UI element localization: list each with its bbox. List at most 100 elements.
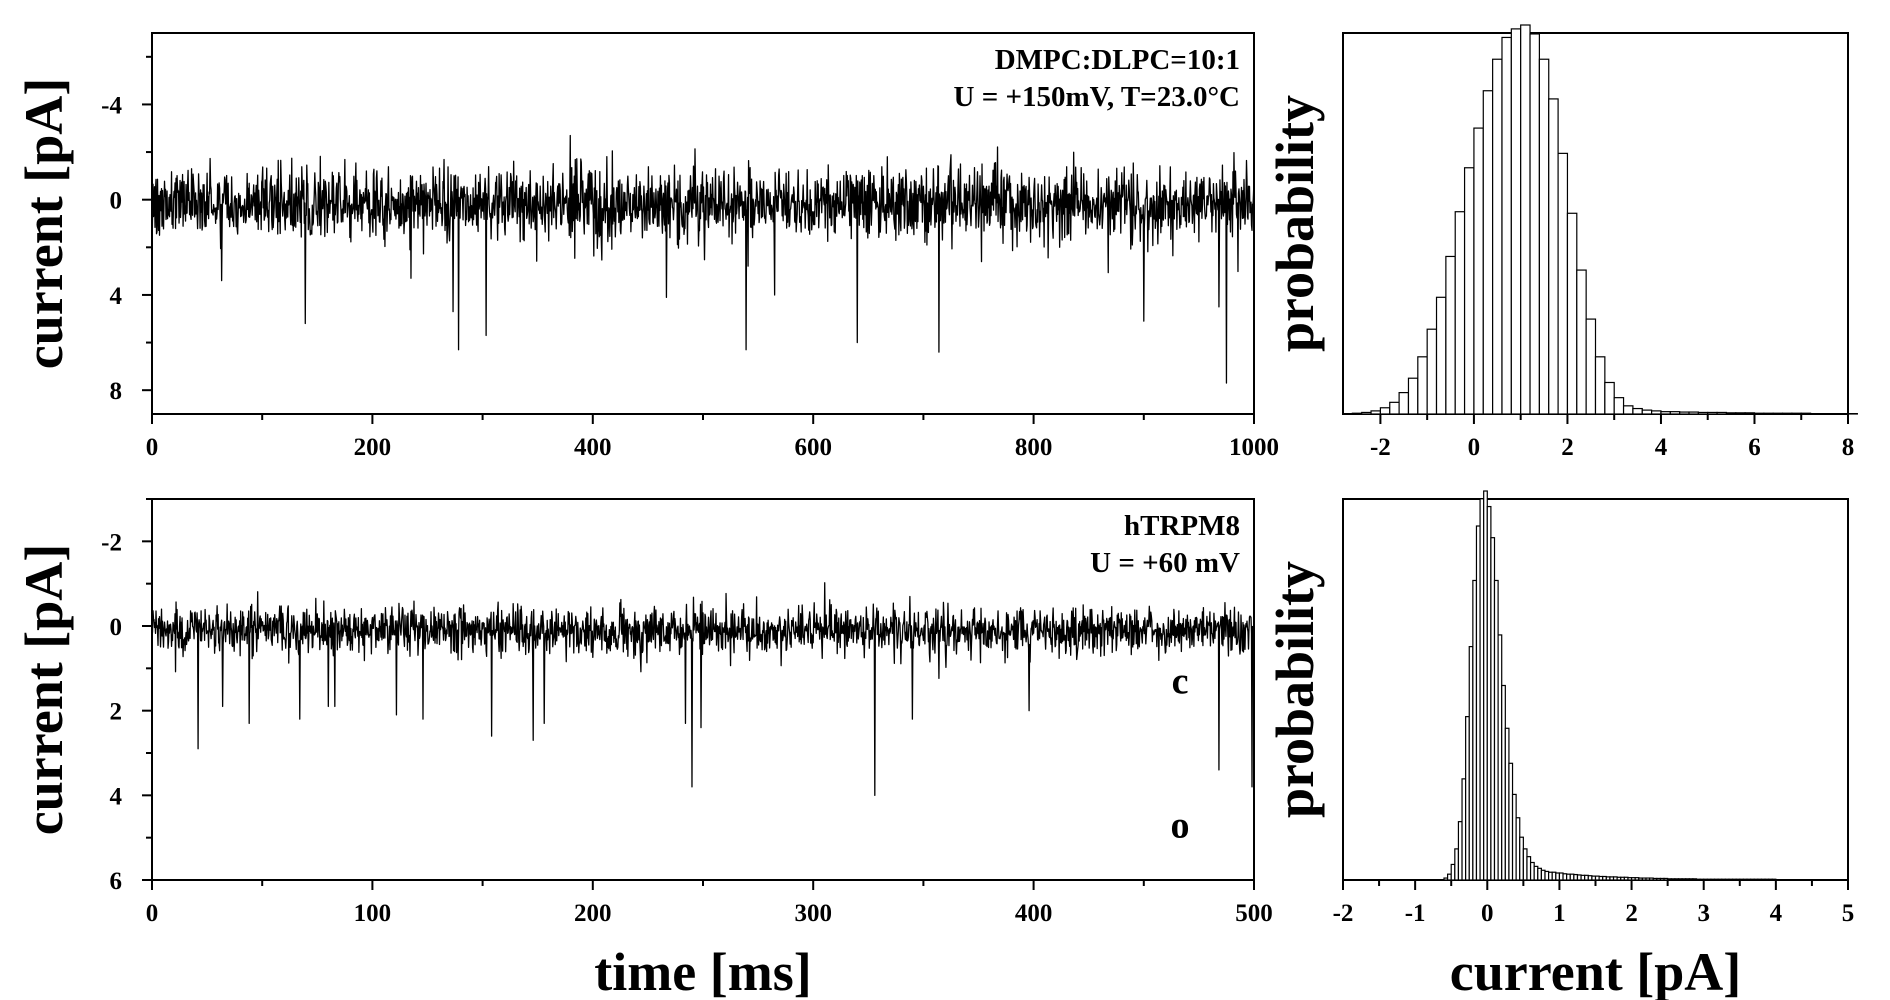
histogram-bar xyxy=(1407,377,1419,415)
histogram-bar xyxy=(1744,412,1756,415)
histogram-bar xyxy=(1538,58,1550,415)
histogram-bar xyxy=(1613,397,1625,415)
x-tick-label: 0 xyxy=(1468,434,1481,461)
x-tick-label: -2 xyxy=(1333,900,1354,927)
x-tick-label: 0 xyxy=(146,434,159,461)
histogram-bar xyxy=(1435,296,1447,415)
histogram-bar xyxy=(1772,412,1784,415)
histogram-bar xyxy=(1763,412,1774,415)
histogram-bar xyxy=(1800,412,1812,415)
x-tick-label: 0 xyxy=(1481,900,1494,927)
y-axis-title: probability xyxy=(1265,95,1325,352)
histogram-bar xyxy=(1697,411,1709,415)
histogram-bar xyxy=(1716,411,1728,415)
x-tick-label: 2 xyxy=(1625,900,1638,927)
histogram-bar xyxy=(1781,412,1793,415)
annotation: DMPC:DLPC=10:1 xyxy=(995,44,1240,76)
x-axis-title: time [ms] xyxy=(594,942,811,1000)
x-tick-label: 0 xyxy=(146,900,159,927)
histogram-bar xyxy=(1707,411,1718,415)
y-axis-title: current [pA] xyxy=(14,544,74,835)
histogram-bar xyxy=(1679,411,1690,415)
x-tick-label: 3 xyxy=(1697,900,1710,927)
x-tick-label: 200 xyxy=(354,434,392,461)
y-tick-label: 0 xyxy=(110,614,123,641)
x-tick-label: 5 xyxy=(1842,900,1855,927)
histogram-bar xyxy=(1454,211,1466,415)
annotation: hTRPM8 xyxy=(1124,510,1240,542)
histogram-bar xyxy=(1370,410,1382,415)
x-tick-label: 100 xyxy=(354,900,392,927)
hist-bottom-frame xyxy=(1342,498,1849,881)
y-tick-label: -4 xyxy=(101,92,122,119)
histogram-bar xyxy=(1622,405,1634,415)
x-axis-title: current [pA] xyxy=(1450,942,1741,1000)
histogram-bar xyxy=(1445,255,1456,415)
trace-bottom-panel: 0 100 200 300 400 500 -2 0 2 4 6 current [pA] time [… xyxy=(14,498,1273,1000)
histogram-bar xyxy=(1576,269,1587,415)
x-tick-label: 4 xyxy=(1655,434,1668,461)
x-tick-label: 600 xyxy=(794,434,832,461)
histogram-bar xyxy=(1510,28,1522,415)
histogram-bar xyxy=(1417,356,1428,415)
state-label-o: o xyxy=(1171,805,1190,847)
x-tick-label: 200 xyxy=(574,900,612,927)
y-tick-label: 6 xyxy=(110,868,123,895)
annotation: U = +150mV, T=23.0°C xyxy=(954,81,1241,113)
histogram-bar xyxy=(1548,98,1559,415)
x-tick-label: 1 xyxy=(1553,900,1566,927)
histogram-bar xyxy=(1529,33,1540,415)
trace-bottom-series-line xyxy=(151,582,1255,796)
x-tick-label: -2 xyxy=(1370,434,1391,461)
y-axis-title: probability xyxy=(1265,561,1325,818)
x-tick-label: 400 xyxy=(574,434,612,461)
histogram-bar xyxy=(1753,412,1765,415)
x-tick-label: 400 xyxy=(1015,900,1053,927)
y-tick-label: 0 xyxy=(110,188,123,215)
x-tick-label: 300 xyxy=(794,900,832,927)
histogram-bar xyxy=(1585,318,1597,415)
y-tick-label: -2 xyxy=(101,529,122,556)
histogram-bar xyxy=(1463,167,1475,415)
histogram-bar xyxy=(1669,411,1681,415)
y-tick-label: 4 xyxy=(110,783,123,810)
state-label-c: c xyxy=(1172,661,1189,703)
histogram-bar xyxy=(1426,328,1438,415)
trace-bottom-frame xyxy=(151,498,1255,881)
histogram-bar xyxy=(1361,411,1372,415)
y-tick-label: 2 xyxy=(110,699,123,726)
trace-top-panel: 0 200 400 600 800 1000 -4 0 4 8 current [pA] DMPC:D… xyxy=(14,32,1279,461)
y-tick-label: 4 xyxy=(110,283,123,310)
histogram-bar xyxy=(1604,381,1615,415)
histogram-bar xyxy=(1351,412,1363,415)
x-tick-label: 2 xyxy=(1561,434,1574,461)
x-tick-label: 6 xyxy=(1748,434,1761,461)
histogram-bar xyxy=(1791,412,1802,415)
x-tick-label: 8 xyxy=(1842,434,1855,461)
histogram-bar xyxy=(1660,411,1671,415)
hist-bottom-panel: -2 -1 0 1 2 3 4 5 probability current [pA] xyxy=(1265,490,1855,1000)
histogram-bar xyxy=(1688,411,1699,415)
trace-top-series-line xyxy=(151,134,1255,384)
y-tick-label: 8 xyxy=(110,378,123,405)
histogram-bar xyxy=(1379,407,1391,415)
x-tick-label: 500 xyxy=(1235,900,1273,927)
histogram-bar xyxy=(1473,127,1484,415)
y-axis-title: current [pA] xyxy=(14,78,74,369)
histogram-bar xyxy=(1492,58,1503,415)
histogram-bar xyxy=(1398,392,1410,415)
histogram-bar xyxy=(1389,401,1400,415)
histogram-bar xyxy=(1557,152,1569,415)
histogram-bar xyxy=(1501,36,1512,415)
histogram-bar xyxy=(1725,412,1737,415)
x-tick-label: -1 xyxy=(1405,900,1426,927)
hist-top-panel: -2 0 2 4 6 8 probability xyxy=(1265,24,1858,461)
histogram-bar xyxy=(1735,412,1746,415)
x-tick-label: 4 xyxy=(1770,900,1783,927)
annotation: U = +60 mV xyxy=(1090,547,1240,579)
histogram-bar xyxy=(1566,212,1578,415)
histogram-bar xyxy=(1482,90,1494,415)
x-tick-label: 1000 xyxy=(1229,434,1279,461)
histogram-bar xyxy=(1520,24,1531,415)
histogram-bar xyxy=(1641,409,1653,415)
